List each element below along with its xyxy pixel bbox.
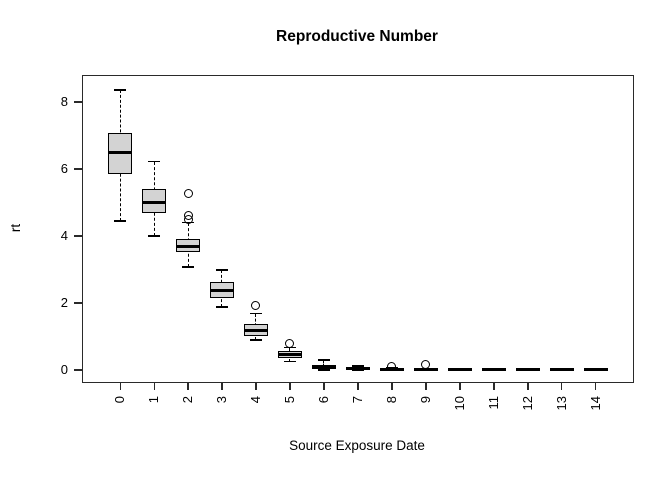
boxplot-whisker-cap-lower xyxy=(216,306,229,308)
boxplot-median xyxy=(210,288,235,292)
x-axis-tick xyxy=(289,382,291,390)
y-axis-tick-label: 2 xyxy=(60,294,68,310)
y-axis-tick-label: 8 xyxy=(60,94,68,110)
y-axis-tick-label: 0 xyxy=(60,361,68,377)
x-axis-tick xyxy=(255,382,257,390)
x-axis-tick xyxy=(459,382,461,390)
x-axis-tick xyxy=(527,382,529,390)
y-axis-tick xyxy=(74,302,82,304)
boxplot-whisker-cap-upper xyxy=(114,89,127,91)
boxplot-outlier xyxy=(251,301,261,311)
boxplot-outlier xyxy=(387,361,397,371)
boxplot-whisker-cap-lower xyxy=(182,266,195,268)
x-axis-title: Source Exposure Date xyxy=(289,438,425,453)
x-axis-tick xyxy=(187,382,189,390)
y-axis-tick xyxy=(74,168,82,170)
x-axis-tick xyxy=(153,382,156,390)
x-axis-tick xyxy=(221,382,223,390)
x-axis-tick xyxy=(425,382,427,390)
boxplot-median xyxy=(583,368,608,372)
boxplot-median xyxy=(515,368,540,372)
x-axis-tick xyxy=(594,382,597,390)
boxplot-median xyxy=(312,365,337,369)
boxplot-whisker-cap-lower xyxy=(148,235,161,237)
x-axis-tick xyxy=(357,382,359,390)
boxplot-whisker-cap-upper xyxy=(352,365,364,367)
boxplot-median xyxy=(481,368,506,372)
x-axis-tick xyxy=(119,382,122,390)
boxplot-median xyxy=(447,368,472,372)
y-axis-tick xyxy=(74,235,82,237)
x-axis-tick xyxy=(493,382,495,390)
boxplot-median xyxy=(346,367,370,371)
boxplot-whisker-cap-upper xyxy=(148,160,161,163)
plot-area: 0 2 4 6 8 0 1 2 3 4 5 6 7 8 9 10 11 12 13 14 xyxy=(61,75,634,410)
boxplot-box xyxy=(142,189,167,213)
boxplot-median xyxy=(142,201,167,205)
x-axis-tick xyxy=(323,382,325,390)
boxplot-median xyxy=(549,368,574,372)
boxplot-outlier xyxy=(421,360,431,370)
boxplot-median xyxy=(278,352,303,356)
boxplot-whisker-cap-lower xyxy=(318,369,331,371)
y-axis-title: rt xyxy=(8,223,23,233)
y-axis-tick xyxy=(74,369,82,371)
boxplot-median xyxy=(176,244,201,248)
boxplot-outlier xyxy=(285,339,295,349)
boxplot-whisker-cap-lower xyxy=(250,339,263,341)
boxplot-median xyxy=(244,328,269,332)
chart-title: Reproductive Number xyxy=(276,28,438,45)
boxplot-outlier xyxy=(183,189,193,199)
x-axis-tick xyxy=(560,382,563,390)
boxplot-whisker-cap-lower xyxy=(284,360,297,363)
boxplot-whisker-cap-upper xyxy=(250,312,263,315)
boxplot-outlier xyxy=(183,210,193,220)
boxplot-whisker-cap-lower xyxy=(114,220,127,222)
boxplot-whisker-cap-upper xyxy=(318,359,331,361)
boxplot-median xyxy=(413,368,438,372)
y-axis-tick-label: 6 xyxy=(60,161,68,177)
y-axis-tick xyxy=(74,101,82,103)
y-axis-tick-label: 4 xyxy=(60,228,68,244)
x-axis-tick xyxy=(391,382,393,390)
boxplot-whisker-cap-upper xyxy=(216,269,229,271)
boxplot-median xyxy=(108,150,133,154)
